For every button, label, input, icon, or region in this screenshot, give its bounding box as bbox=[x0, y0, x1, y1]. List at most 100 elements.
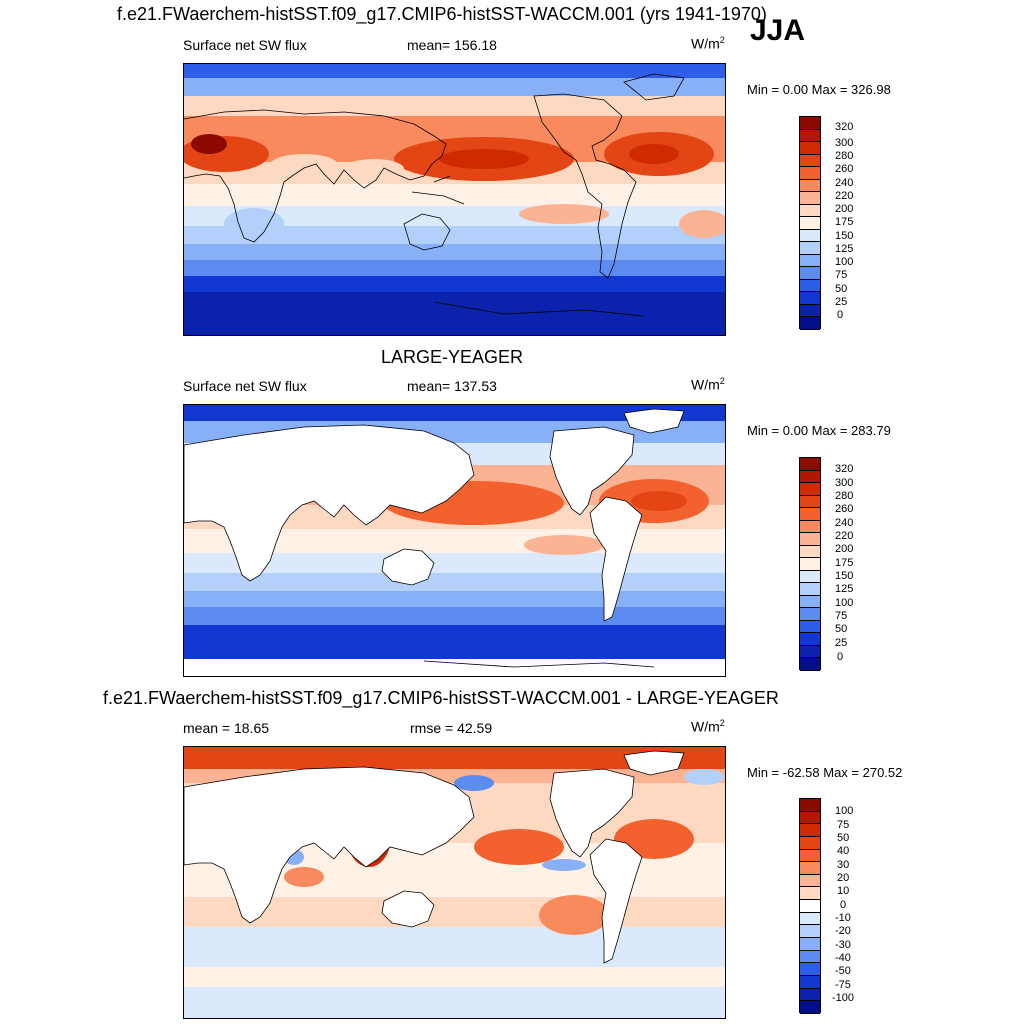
panel2-units-label: W/m2 bbox=[691, 376, 725, 393]
labelbar-swatch bbox=[800, 658, 820, 671]
panel1-labelbar-tick: 75 bbox=[835, 269, 848, 281]
panel3-labelbar-tick: 75 bbox=[837, 819, 850, 831]
panel1-map bbox=[183, 63, 726, 336]
panel1-labelbar-tick: 220 bbox=[835, 190, 854, 202]
panel3-labelbar-tick: -10 bbox=[835, 912, 851, 924]
labelbar-swatch bbox=[800, 520, 820, 534]
panel3-labelbar-tick: -75 bbox=[835, 979, 851, 991]
panel1-labelbar-tick: 125 bbox=[835, 243, 854, 255]
labelbar-swatch bbox=[800, 836, 820, 850]
labelbar-swatch bbox=[800, 267, 820, 280]
panel1-mean-label: mean= 156.18 bbox=[407, 37, 497, 53]
labelbar-swatch bbox=[800, 938, 820, 951]
panel1-labelbar-tick: 200 bbox=[835, 203, 854, 215]
labelbar-swatch bbox=[800, 595, 820, 609]
labelbar-swatch bbox=[800, 167, 820, 180]
panel1-labelbar-tick: 260 bbox=[835, 163, 854, 175]
panel3-mean-label: mean = 18.65 bbox=[183, 720, 270, 736]
labelbar-swatch bbox=[800, 583, 820, 596]
labelbar-swatch bbox=[800, 292, 820, 305]
labelbar-swatch bbox=[800, 925, 820, 939]
labelbar-swatch bbox=[800, 645, 820, 659]
labelbar-swatch bbox=[800, 458, 820, 471]
panel3-labelbar-tick: 0 bbox=[840, 899, 847, 911]
season-label: JJA bbox=[750, 14, 806, 47]
panel2-minmax-label: Min = 0.00 Max = 283.79 bbox=[747, 423, 891, 438]
panel3-labelbar-tick: -100 bbox=[832, 992, 855, 1004]
panel3-labelbar-tick: 40 bbox=[837, 845, 850, 857]
labelbar-swatch bbox=[800, 508, 820, 521]
labelbar-swatch bbox=[800, 824, 820, 837]
labelbar-swatch bbox=[800, 229, 820, 243]
panel1-labelbar-tick: 280 bbox=[835, 150, 854, 162]
panel1-labelbar-tick: 240 bbox=[835, 177, 854, 189]
labelbar-swatch bbox=[800, 633, 820, 646]
panel2-labelbar-tick: 200 bbox=[835, 543, 854, 555]
labelbar-swatch bbox=[800, 204, 820, 218]
panel2-labelbar-tick: 50 bbox=[835, 623, 848, 635]
labelbar-swatch bbox=[800, 608, 820, 621]
labelbar-swatch bbox=[800, 1001, 820, 1014]
labelbar-swatch bbox=[800, 912, 820, 926]
panel3-title: f.e21.FWaerchem-histSST.f09_g17.CMIP6-hi… bbox=[103, 688, 779, 708]
labelbar-swatch bbox=[800, 154, 820, 168]
panel3-minmax-label: Min = -62.58 Max = 270.52 bbox=[747, 765, 903, 780]
panel2-variable-label: Surface net SW flux bbox=[183, 378, 307, 394]
panel3-labelbar-tick: 10 bbox=[837, 885, 850, 897]
panel1-map-svg bbox=[184, 64, 725, 335]
panel3-labelbar-tick: -40 bbox=[835, 952, 851, 964]
labelbar-swatch bbox=[800, 887, 820, 901]
panel1-labelbar-tick: 50 bbox=[835, 283, 848, 295]
labelbar-swatch bbox=[800, 279, 820, 293]
labelbar-swatch bbox=[800, 988, 820, 1002]
panel1-labelbar-tick: 25 bbox=[835, 296, 848, 308]
labelbar-swatch bbox=[800, 811, 820, 825]
labelbar-swatch bbox=[800, 254, 820, 268]
labelbar-swatch bbox=[800, 495, 820, 509]
panel2-labelbar-tick: 220 bbox=[835, 530, 854, 542]
labelbar-swatch bbox=[800, 217, 820, 230]
panel1-minmax-label: Min = 0.00 Max = 326.98 bbox=[747, 82, 891, 97]
panel3-map bbox=[183, 746, 726, 1019]
panel3-labelbar-tick: -30 bbox=[835, 939, 851, 951]
panel2-labelbar-tick: 25 bbox=[835, 637, 848, 649]
labelbar-swatch bbox=[800, 129, 820, 143]
labelbar-swatch bbox=[800, 142, 820, 155]
labelbar-swatch bbox=[800, 570, 820, 584]
labelbar-swatch bbox=[800, 874, 820, 888]
panel1-labelbar-tick: 175 bbox=[835, 216, 854, 228]
labelbar-swatch bbox=[800, 545, 820, 559]
panel3-labelbar-tick: 30 bbox=[837, 859, 850, 871]
labelbar-swatch bbox=[800, 242, 820, 255]
panel2-labelbar-tick: 240 bbox=[835, 517, 854, 529]
labelbar-swatch bbox=[800, 950, 820, 964]
panel2-labelbar-tick: 300 bbox=[835, 477, 854, 489]
panel2-map-svg bbox=[184, 405, 725, 676]
labelbar-swatch bbox=[800, 179, 820, 193]
panel1-labelbar-tick: 100 bbox=[835, 256, 854, 268]
labelbar-swatch bbox=[800, 620, 820, 634]
labelbar-swatch bbox=[800, 317, 820, 330]
panel2-title: LARGE-YEAGER bbox=[381, 347, 524, 367]
panel3-units-label: W/m2 bbox=[691, 718, 725, 735]
panel2-map bbox=[183, 404, 726, 677]
panel1-title: f.e21.FWaerchem-histSST.f09_g17.CMIP6-hi… bbox=[117, 4, 767, 24]
panel3-labelbar-tick: 50 bbox=[837, 832, 850, 844]
panel2-labelbar-tick: 100 bbox=[835, 597, 854, 609]
panel1-variable-label: Surface net SW flux bbox=[183, 37, 307, 53]
panel2-mean-label: mean= 137.53 bbox=[407, 378, 497, 394]
panel2-labelbar-tick: 0 bbox=[837, 651, 844, 663]
panel2-labelbar-tick: 150 bbox=[835, 570, 854, 582]
panel2-labelbar-tick: 260 bbox=[835, 503, 854, 515]
panel2-labelbar-tick: 175 bbox=[835, 557, 854, 569]
labelbar-swatch bbox=[800, 117, 820, 130]
panel1-labelbar-swatches bbox=[799, 116, 821, 330]
panel1-labelbar-tick: 300 bbox=[835, 137, 854, 149]
panel1-units-label: W/m2 bbox=[691, 35, 725, 52]
labelbar-swatch bbox=[800, 975, 820, 989]
panel3-labelbar-tick: 20 bbox=[837, 872, 850, 884]
panel3-labelbar-tick: -50 bbox=[835, 965, 851, 977]
panel3-labelbar-tick: 100 bbox=[835, 805, 854, 817]
labelbar-swatch bbox=[800, 304, 820, 318]
panel2-labelbar-tick: 280 bbox=[835, 490, 854, 502]
